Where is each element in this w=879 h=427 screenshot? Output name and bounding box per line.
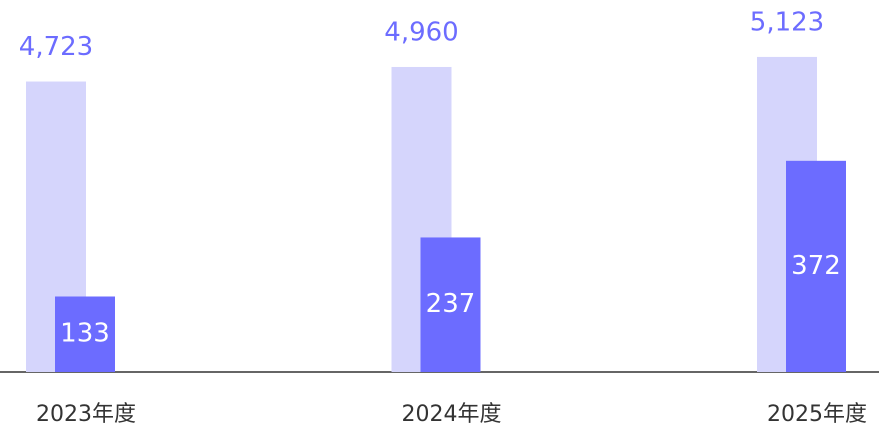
x-tick-label: 2025年度 (767, 402, 867, 427)
value-label: 372 (791, 251, 841, 281)
value-label: 133 (60, 319, 110, 349)
x-tick-label: 2023年度 (36, 402, 136, 427)
bar (420, 237, 481, 372)
bar (55, 296, 115, 372)
value-label: 4,960 (384, 17, 458, 47)
bar (786, 160, 846, 372)
value-label: 4,723 (19, 32, 93, 62)
value-label: 237 (426, 289, 476, 319)
x-tick-label: 2024年度 (402, 402, 502, 427)
value-label: 5,123 (750, 7, 824, 37)
